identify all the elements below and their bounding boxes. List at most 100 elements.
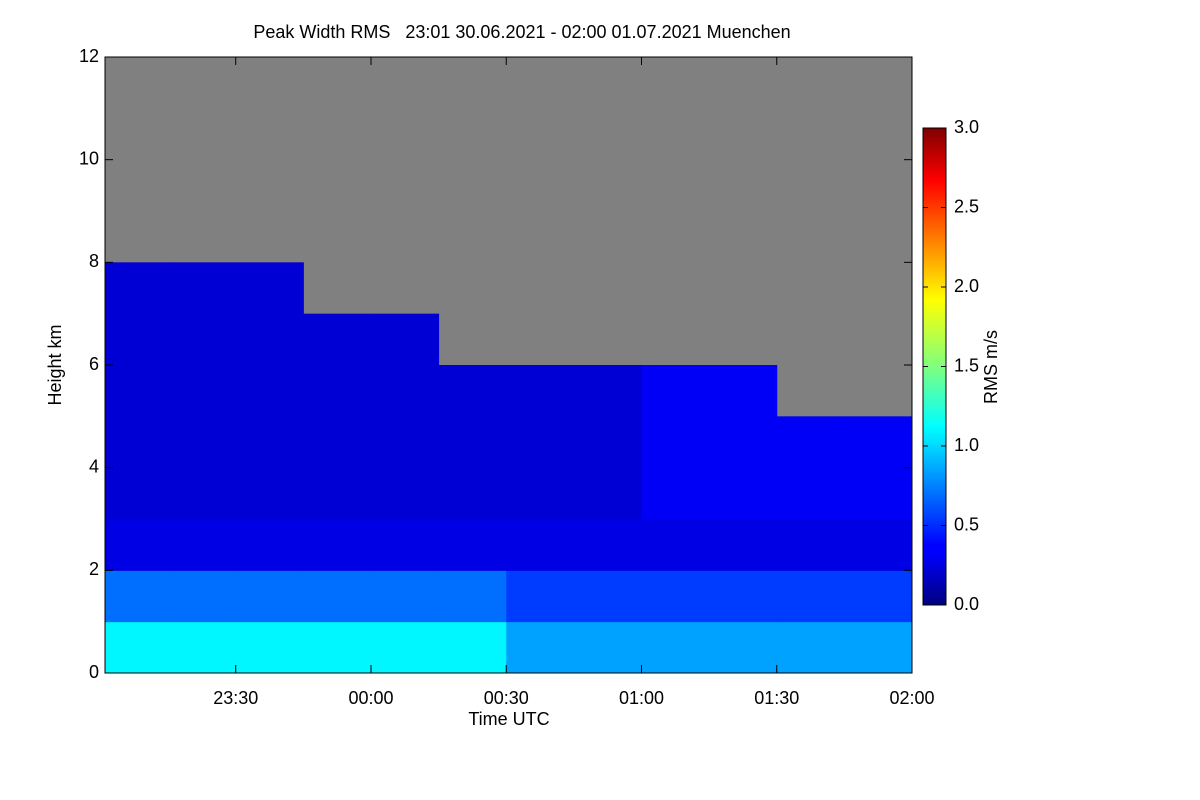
- heatmap-cell: [235, 365, 304, 417]
- heatmap-cell: [438, 365, 507, 417]
- heatmap-cell: [844, 467, 913, 520]
- heatmap-cell: [506, 416, 575, 469]
- x-tick-label: 00:30: [484, 688, 529, 708]
- heatmap-cell: [438, 621, 507, 674]
- heatmap-cell: [506, 365, 575, 417]
- heatmap-cell: [235, 467, 304, 520]
- heatmap-cell: [168, 365, 237, 417]
- heatmap-cell: [105, 621, 169, 674]
- heatmap-cell: [370, 416, 440, 469]
- heatmap-cell: [776, 570, 845, 623]
- x-tick-label: 23:30: [213, 688, 258, 708]
- heatmap-cell: [370, 519, 440, 571]
- x-tick-label: 00:00: [348, 688, 393, 708]
- heatmap-cell: [168, 570, 237, 623]
- heatmap-cell: [105, 262, 169, 315]
- heatmap-cell: [235, 313, 304, 366]
- heatmap-cell: [235, 262, 304, 315]
- heatmap-cell: [844, 416, 913, 469]
- heatmap-cell: [776, 519, 845, 571]
- heatmap-cell: [168, 262, 237, 315]
- heatmap-cell: [844, 519, 913, 571]
- heatmap-cell: [506, 570, 575, 623]
- colorbar-tick-label: 0.5: [954, 514, 979, 534]
- heatmap-cell: [235, 621, 304, 674]
- heatmap-cell: [105, 570, 169, 623]
- heatmap-cell: [776, 467, 845, 520]
- heatmap-cell: [303, 313, 372, 366]
- x-axis-label: Time UTC: [468, 709, 549, 729]
- colorbar-tick-label: 2.5: [954, 196, 979, 216]
- y-tick-label: 0: [89, 662, 99, 682]
- heatmap-cell: [370, 570, 440, 623]
- heatmap-cell: [438, 416, 507, 469]
- heatmap-cell: [438, 467, 507, 520]
- heatmap-cell: [370, 365, 440, 417]
- heatmap-cell: [168, 621, 237, 674]
- heatmap-cell: [370, 621, 440, 674]
- heatmap-cell: [105, 519, 169, 571]
- heatmap-cell: [641, 365, 710, 417]
- colorbar-tick-label: 0.0: [954, 594, 979, 614]
- heatmap-cell: [235, 416, 304, 469]
- colorbar-tick-label: 2.0: [954, 276, 979, 296]
- y-tick-label: 8: [89, 251, 99, 271]
- heatmap-cell: [303, 621, 372, 674]
- heatmap-cell: [573, 621, 642, 674]
- heatmap-cell: [776, 416, 845, 469]
- heatmap-cell: [506, 519, 575, 571]
- heatmap-cell: [105, 416, 169, 469]
- heatmap-cell: [844, 570, 913, 623]
- heatmap-cell: [641, 416, 710, 469]
- y-tick-label: 12: [79, 46, 99, 66]
- heatmap-cell: [370, 467, 440, 520]
- heatmap-cell: [573, 570, 642, 623]
- colorbar-tick-label: 3.0: [954, 117, 979, 137]
- heatmap-cell: [506, 467, 575, 520]
- heatmap-cell: [573, 416, 642, 469]
- heatmap-cell: [709, 519, 778, 571]
- heatmap-cell: [105, 313, 169, 366]
- x-tick-label: 01:30: [754, 688, 799, 708]
- heatmap-cell: [641, 570, 710, 623]
- heatmap-cell: [105, 467, 169, 520]
- colorbar-tick-label: 1.5: [954, 355, 979, 375]
- y-tick-label: 6: [89, 354, 99, 374]
- heatmap-cell: [438, 519, 507, 571]
- heatmap-cell: [168, 519, 237, 571]
- heatmap-cell: [168, 416, 237, 469]
- heatmap-cell: [709, 467, 778, 520]
- heatmap-cell: [168, 313, 237, 366]
- heatmap-cell: [235, 570, 304, 623]
- heatmap-cell: [573, 519, 642, 571]
- heatmap-cell: [709, 621, 778, 674]
- x-tick-label: 02:00: [889, 688, 934, 708]
- heatmap-cell: [709, 570, 778, 623]
- heatmap-cell: [235, 519, 304, 571]
- heatmap-cell: [438, 570, 507, 623]
- x-tick-label: 01:00: [619, 688, 664, 708]
- heatmap-cell: [844, 621, 913, 674]
- colorbar-tick-label: 1.0: [954, 435, 979, 455]
- heatmap-cell: [303, 416, 372, 469]
- y-tick-label: 10: [79, 148, 99, 168]
- heatmap-cell: [641, 621, 710, 674]
- heatmap-cell: [105, 365, 169, 417]
- heatmap-cell: [303, 519, 372, 571]
- heatmap-cell: [506, 621, 575, 674]
- chart-title: Peak Width RMS 23:01 30.06.2021 - 02:00 …: [253, 22, 790, 42]
- y-axis-label: Height km: [45, 324, 65, 405]
- y-tick-label: 4: [89, 456, 99, 476]
- heatmap-cell: [776, 621, 845, 674]
- heatmap-cell: [303, 467, 372, 520]
- heatmap-cell: [709, 416, 778, 469]
- heatmap-cell: [573, 467, 642, 520]
- heatmap-cell: [709, 365, 778, 417]
- colorbar-label: RMS m/s: [981, 330, 1001, 404]
- y-tick-label: 2: [89, 559, 99, 579]
- heatmap-cell: [303, 570, 372, 623]
- heatmap-cell: [641, 467, 710, 520]
- heatmap-cell: [168, 467, 237, 520]
- heatmap-cell: [641, 519, 710, 571]
